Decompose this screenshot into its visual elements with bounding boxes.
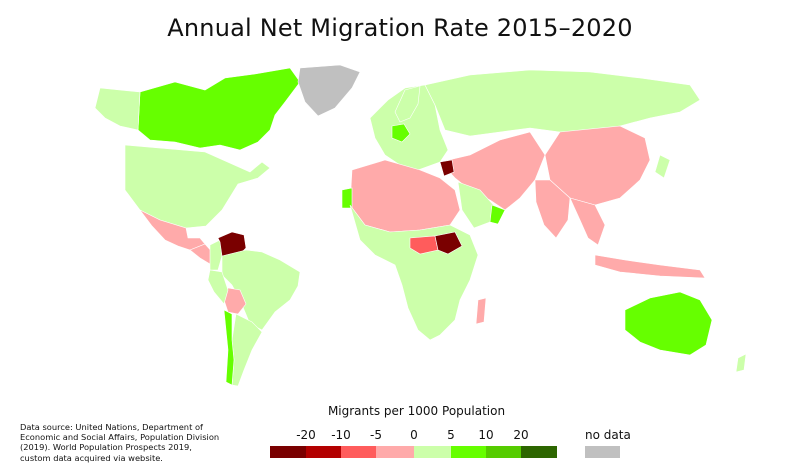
legend-swatch — [306, 446, 341, 458]
legend-no-data-label: no data — [585, 428, 631, 442]
world-map — [94, 64, 747, 387]
region-syria — [439, 159, 455, 177]
region-alaska — [94, 87, 141, 131]
region-southeast-asia — [569, 197, 606, 246]
region-madagascar — [475, 297, 487, 325]
legend-swatch — [341, 446, 376, 458]
legend-swatch — [451, 446, 486, 458]
legend-tick: 5 — [447, 428, 455, 442]
region-western-sahara — [341, 187, 353, 209]
region-australia — [624, 291, 713, 356]
legend-swatch — [521, 446, 557, 458]
region-russia — [424, 69, 701, 137]
region-india — [534, 179, 571, 239]
map-title: Annual Net Migration Rate 2015–2020 — [167, 14, 633, 42]
region-south-sudan — [434, 231, 463, 255]
region-japan — [654, 154, 671, 179]
legend-title: Migrants per 1000 Population — [327, 404, 506, 418]
region-europe — [369, 84, 449, 171]
legend-swatch — [486, 446, 521, 458]
legend-tick: -10 — [331, 428, 351, 442]
region-new-zealand — [735, 353, 747, 373]
legend-tick: 20 — [513, 428, 529, 442]
legend-swatch — [414, 446, 451, 458]
region-greenland — [297, 64, 361, 117]
legend-no-data-swatch — [585, 446, 620, 458]
legend-tick: 10 — [478, 428, 494, 442]
region-oman — [489, 204, 506, 225]
region-canada — [137, 67, 301, 151]
legend-tick: 0 — [410, 428, 418, 442]
region-scandinavia — [394, 85, 421, 123]
legend-tick: -20 — [296, 428, 316, 442]
region-colombia — [209, 239, 223, 271]
region-peru — [207, 269, 229, 305]
region-indonesia — [594, 254, 706, 279]
data-source-note: Data source: United Nations, Department … — [20, 422, 220, 463]
region-germany — [391, 123, 411, 143]
region-china — [544, 125, 651, 206]
legend-swatch — [376, 446, 414, 458]
region-chile — [223, 309, 235, 386]
legend-tick: -5 — [370, 428, 382, 442]
region-brazil — [221, 249, 301, 331]
region-central-african-republic — [409, 235, 439, 255]
legend-swatch — [270, 446, 306, 458]
